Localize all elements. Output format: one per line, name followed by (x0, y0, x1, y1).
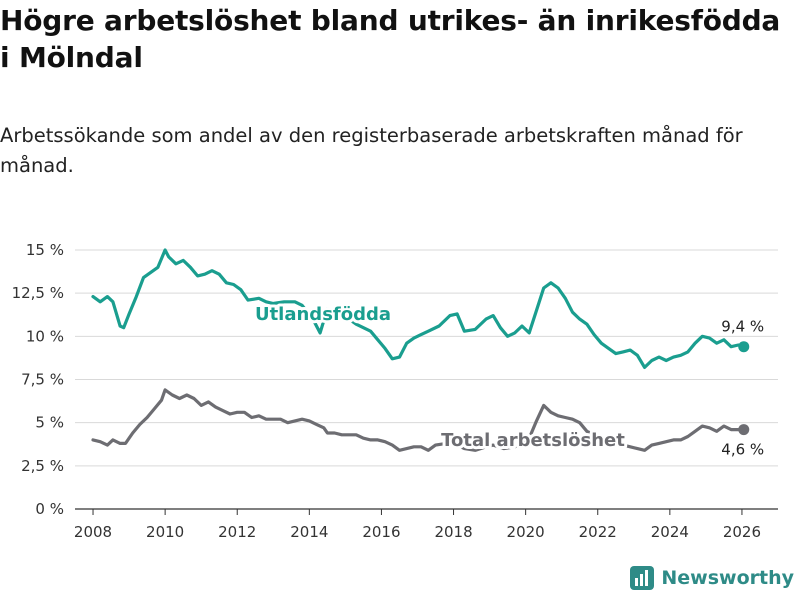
y-tick-label: 15 % (26, 241, 64, 259)
end-value-label-utlandsfodda: 9,4 % (721, 318, 764, 336)
chart-subtitle: Arbetssökande som andel av den registerb… (0, 124, 743, 177)
x-tick-label: 2022 (579, 523, 617, 541)
y-tick-label: 10 % (26, 327, 64, 345)
y-tick-label: 7,5 % (21, 371, 64, 389)
newsworthy-logo: Newsworthy (629, 564, 794, 592)
x-tick-label: 2016 (362, 523, 400, 541)
brand-name: Newsworthy (661, 567, 794, 589)
x-tick-label: 2024 (651, 523, 689, 541)
y-tick-label: 12,5 % (12, 284, 64, 302)
x-tick-label: 2014 (290, 523, 328, 541)
series-label-total: Total arbetslöshet (441, 430, 625, 451)
y-tick-label: 2,5 % (21, 457, 64, 475)
y-tick-label: 5 % (35, 414, 64, 432)
series-label-utlandsfodda: Utlandsfödda (255, 304, 391, 325)
series-line-total (91, 388, 746, 452)
x-tick-label: 2020 (507, 523, 545, 541)
x-tick-label: 2010 (146, 523, 184, 541)
series-line-utlandsfodda (91, 248, 746, 369)
x-tick-label: 2026 (723, 523, 761, 541)
end-marker-total (738, 424, 750, 436)
x-tick-label: 2012 (218, 523, 256, 541)
end-marker-utlandsfodda (738, 341, 750, 353)
end-value-label-total: 4,6 % (721, 441, 764, 459)
x-tick-label: 2008 (74, 523, 112, 541)
bar-chart-logo-icon (630, 566, 655, 590)
y-tick-label: 0 % (35, 500, 64, 518)
x-tick-label: 2018 (434, 523, 472, 541)
chart-title: Högre arbetslöshet bland utrikes- än inr… (0, 4, 781, 74)
